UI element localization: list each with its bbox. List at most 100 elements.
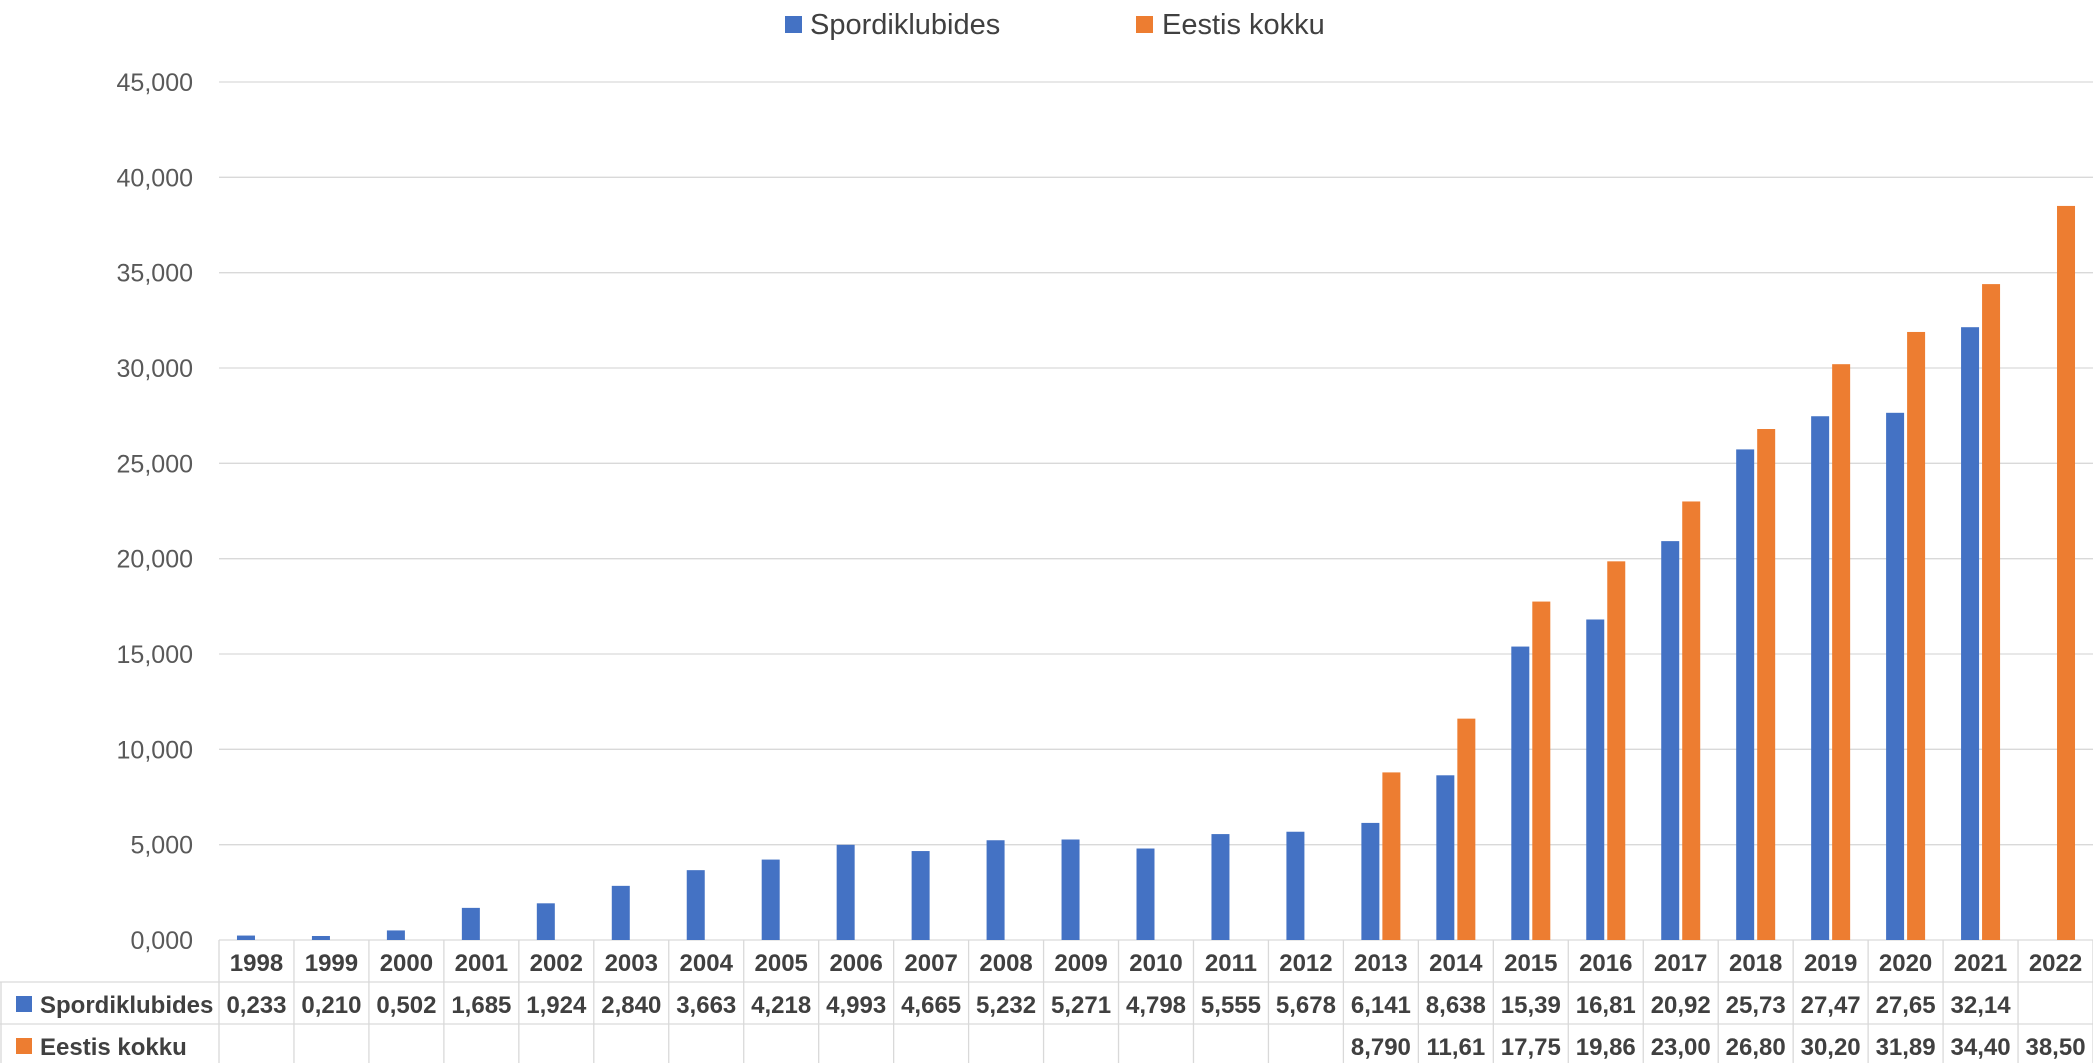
x-tick-label: 2000: [380, 950, 433, 977]
legend-label-eestis-kokku: Eestis kokku: [1162, 9, 1325, 41]
bar-spordiklubides-1999: [311, 935, 330, 940]
bar-spordiklubides-2005: [761, 859, 780, 940]
y-tick-label: 45,000: [117, 69, 193, 97]
bar-eestis-kokku-2019: [1832, 364, 1851, 941]
data-label-spordiklubides: 6,141: [1351, 992, 1411, 1019]
bar-spordiklubides-2018: [1736, 449, 1755, 940]
data-label-eestis-kokku: 38,50: [2025, 1034, 2085, 1061]
data-label-eestis-kokku: 30,20: [1801, 1034, 1861, 1061]
x-tick-label: 2012: [1279, 950, 1332, 977]
data-label-spordiklubides: 0,210: [301, 992, 361, 1019]
x-tick-label: 2015: [1504, 950, 1557, 977]
data-label-spordiklubides: 5,555: [1201, 992, 1261, 1019]
x-tick-label: 2004: [680, 950, 734, 977]
data-label-spordiklubides: 15,39: [1501, 992, 1561, 1019]
data-label-spordiklubides: 27,47: [1801, 992, 1861, 1019]
bar-spordiklubides-2008: [986, 840, 1005, 940]
x-tick-label: 2016: [1579, 950, 1632, 977]
bar-spordiklubides-2011: [1211, 834, 1230, 940]
data-label-eestis-kokku: 8,790: [1351, 1034, 1411, 1061]
x-tick-label: 1998: [230, 950, 283, 977]
x-tick-label: 2014: [1429, 950, 1483, 977]
x-tick-label: 2009: [1054, 950, 1107, 977]
data-label-spordiklubides: 27,65: [1876, 992, 1936, 1019]
row-key-spordiklubides: [16, 996, 32, 1012]
row-key-eestis-kokku: [16, 1038, 32, 1054]
bar-eestis-kokku-2016: [1607, 561, 1626, 940]
y-tick-label: 25,000: [117, 450, 193, 478]
data-label-eestis-kokku: 17,75: [1501, 1034, 1561, 1061]
data-label-eestis-kokku: 26,80: [1726, 1034, 1786, 1061]
bar-eestis-kokku-2021: [1982, 284, 2001, 940]
data-label-spordiklubides: 2,840: [601, 992, 661, 1019]
bar-spordiklubides-2010: [1136, 848, 1155, 940]
row-label-eestis-kokku: Eestis kokku: [40, 1034, 187, 1061]
y-tick-label: 5,000: [130, 832, 193, 860]
data-label-spordiklubides: 20,92: [1651, 992, 1711, 1019]
bar-spordiklubides-2004: [686, 870, 705, 940]
bar-spordiklubides-2012: [1286, 831, 1305, 940]
bar-eestis-kokku-2020: [1907, 331, 1926, 940]
bar-spordiklubides-1998: [236, 935, 255, 940]
data-label-eestis-kokku: 11,61: [1426, 1034, 1485, 1061]
bar-spordiklubides-2007: [911, 851, 930, 940]
data-label-spordiklubides: 0,502: [376, 992, 436, 1019]
data-label-spordiklubides: 8,638: [1426, 992, 1486, 1019]
data-label-eestis-kokku: 34,40: [1951, 1034, 2011, 1061]
data-label-spordiklubides: 5,678: [1276, 992, 1336, 1019]
bar-spordiklubides-2021: [1961, 327, 1980, 940]
data-label-spordiklubides: 32,14: [1951, 992, 2012, 1019]
x-tick-label: 2011: [1205, 950, 1257, 977]
x-tick-label: 2003: [605, 950, 658, 977]
y-tick-label: 40,000: [117, 164, 193, 192]
data-label-spordiklubides: 4,665: [901, 992, 961, 1019]
bar-eestis-kokku-2018: [1757, 429, 1776, 940]
y-tick-label: 30,000: [117, 355, 193, 383]
data-label-spordiklubides: 25,73: [1726, 992, 1786, 1019]
data-label-spordiklubides: 4,798: [1126, 992, 1186, 1019]
x-tick-label: 2001: [455, 950, 508, 977]
data-label-eestis-kokku: 19,86: [1576, 1034, 1636, 1061]
x-tick-label: 2022: [2029, 950, 2082, 977]
bar-spordiklubides-2017: [1661, 541, 1680, 940]
data-label-spordiklubides: 5,271: [1051, 992, 1111, 1019]
row-label-spordiklubides: Spordiklubides: [40, 992, 213, 1019]
x-tick-label: 2005: [755, 950, 808, 977]
bar-spordiklubides-2013: [1361, 822, 1380, 940]
x-tick-label: 2007: [904, 950, 957, 977]
y-tick-label: 0,000: [130, 927, 193, 955]
bar-spordiklubides-2009: [1061, 839, 1080, 940]
bar-spordiklubides-2015: [1511, 646, 1530, 940]
x-tick-label: 2008: [979, 950, 1032, 977]
y-tick-label: 15,000: [117, 641, 193, 669]
data-label-spordiklubides: 4,993: [826, 992, 886, 1019]
legend-label-spordiklubides: Spordiklubides: [810, 9, 1000, 41]
bar-eestis-kokku-2022: [2057, 205, 2076, 940]
data-label-spordiklubides: 0,233: [226, 992, 286, 1019]
x-tick-label: 2019: [1804, 950, 1857, 977]
data-label-spordiklubides: 16,81: [1576, 992, 1636, 1019]
data-label-spordiklubides: 4,218: [751, 992, 811, 1019]
x-tick-label: 2006: [829, 950, 882, 977]
bar-spordiklubides-2002: [536, 903, 555, 940]
bar-spordiklubides-2001: [461, 907, 480, 940]
x-tick-label: 2017: [1654, 950, 1707, 977]
x-tick-label: 2010: [1129, 950, 1182, 977]
bar-eestis-kokku-2015: [1532, 601, 1551, 940]
y-tick-label: 20,000: [117, 546, 193, 574]
bar-spordiklubides-2000: [386, 930, 405, 940]
bar-spordiklubides-2016: [1586, 619, 1605, 940]
bar-spordiklubides-2003: [611, 885, 630, 940]
x-tick-label: 2013: [1354, 950, 1407, 977]
legend-key-spordiklubides: [785, 16, 802, 33]
x-tick-label: 2020: [1879, 950, 1932, 977]
bar-spordiklubides-2020: [1886, 412, 1905, 941]
bar-eestis-kokku-2014: [1457, 718, 1476, 940]
data-label-spordiklubides: 1,685: [451, 992, 511, 1019]
data-label-spordiklubides: 3,663: [676, 992, 736, 1019]
x-tick-label: 2021: [1954, 950, 2007, 977]
bar-spordiklubides-2019: [1811, 416, 1830, 941]
y-tick-label: 10,000: [117, 736, 193, 764]
x-tick-label: 1999: [305, 950, 358, 977]
